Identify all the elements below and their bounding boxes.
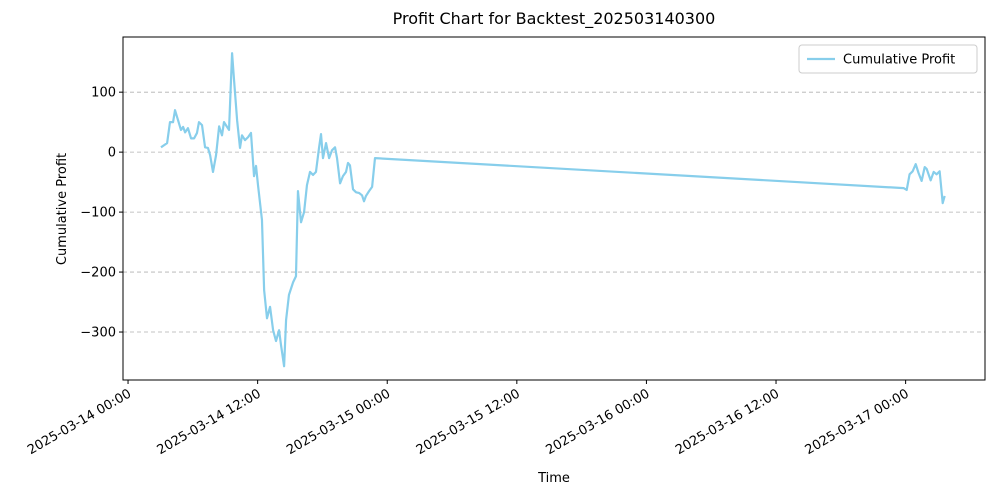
x-tick-label: 2025-03-15 00:00 xyxy=(284,386,393,458)
y-tick-label: −200 xyxy=(80,266,116,281)
y-axis-label: Cumulative Profit xyxy=(55,153,70,265)
x-tick-label: 2025-03-14 12:00 xyxy=(155,386,264,458)
legend-label: Cumulative Profit xyxy=(843,53,955,68)
x-tick-label: 2025-03-14 00:00 xyxy=(25,386,134,458)
x-tick-label: 2025-03-16 12:00 xyxy=(673,386,782,458)
chart-title: Profit Chart for Backtest_202503140300 xyxy=(393,9,716,29)
x-tick-label: 2025-03-16 00:00 xyxy=(543,386,652,458)
data-line xyxy=(160,52,946,368)
x-tick-label: 2025-03-17 00:00 xyxy=(803,386,912,458)
y-tick-label: 0 xyxy=(108,146,116,161)
x-axis-label: Time xyxy=(537,471,570,486)
x-tick-label: 2025-03-15 12:00 xyxy=(414,386,523,458)
y-tick-label: 100 xyxy=(91,86,116,101)
legend-box xyxy=(798,44,978,74)
y-tick-label: −300 xyxy=(80,326,116,341)
y-tick-label: −100 xyxy=(80,206,116,221)
plot-frame xyxy=(122,36,986,381)
